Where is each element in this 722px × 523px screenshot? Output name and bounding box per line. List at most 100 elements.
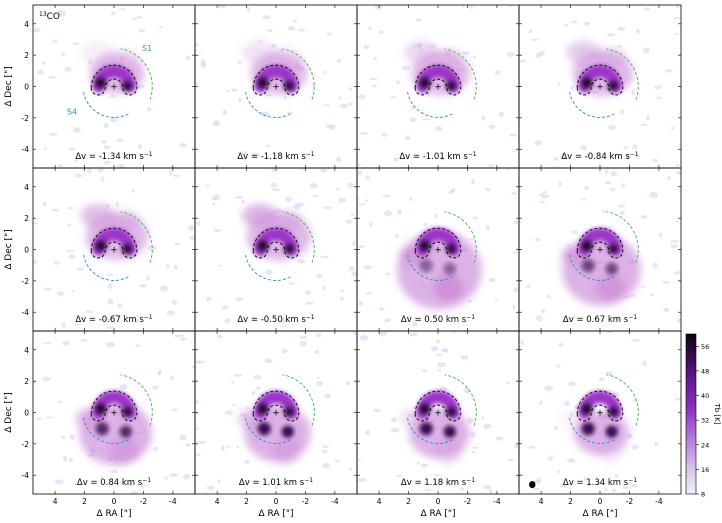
noise-speck (107, 273, 114, 277)
noise-speck (138, 28, 146, 33)
channel-panel: + Δv = -0.84 km s−1 (518, 4, 682, 169)
center-marker: + (110, 246, 118, 256)
noise-speck (675, 32, 679, 35)
noise-speck (378, 30, 384, 35)
y-tick-label: -4 (22, 145, 30, 154)
noise-speck (390, 428, 400, 433)
noise-speck (365, 429, 371, 436)
noise-speck (159, 26, 164, 29)
x-tick-label: -4 (169, 497, 177, 506)
noise-speck (195, 83, 198, 86)
noise-speck (74, 323, 80, 326)
noise-speck (662, 280, 670, 284)
ring-peak (121, 243, 133, 255)
lower-peak (443, 425, 456, 438)
noise-speck (320, 255, 329, 259)
noise-speck (68, 147, 75, 151)
noise-speck (265, 144, 271, 147)
noise-speck (631, 444, 639, 450)
velocity-label: Δv = 1.34 km s−1 (563, 477, 637, 488)
noise-speck (512, 287, 519, 293)
lower-peak (419, 422, 433, 436)
velocity-text: Δv = 1.34 km s (563, 478, 629, 488)
noise-speck (364, 199, 369, 203)
noise-speck (495, 436, 504, 441)
x-tick-label: 4 (53, 497, 58, 506)
noise-speck (218, 5, 227, 9)
noise-speck (363, 44, 370, 49)
colorbar-tick-label: 48 (701, 367, 709, 375)
noise-speck (111, 314, 121, 317)
noise-speck (37, 69, 45, 75)
noise-speck (241, 151, 248, 155)
noise-speck (230, 381, 235, 384)
noise-speck (71, 289, 75, 293)
noise-speck (61, 52, 65, 57)
noise-speck (251, 390, 255, 396)
noise-speck (472, 55, 477, 60)
noise-speck (676, 318, 681, 323)
noise-speck (235, 297, 244, 302)
noise-speck (626, 153, 631, 159)
noise-speck (621, 491, 626, 494)
noise-speck (611, 488, 617, 493)
velocity-label: Δv = 0.84 km s−1 (77, 477, 151, 488)
noise-speck (329, 124, 336, 131)
noise-speck (658, 232, 663, 238)
noise-speck (488, 277, 496, 283)
noise-speck (571, 230, 578, 234)
noise-speck (649, 192, 658, 198)
x-tick-label: 2 (244, 497, 249, 506)
noise-speck (243, 459, 250, 465)
noise-speck (321, 449, 328, 454)
y-tick-label: -2 (22, 114, 30, 123)
noise-speck (570, 20, 578, 24)
x-tick-label: 2 (568, 497, 573, 506)
noise-speck (166, 263, 170, 269)
noise-speck (295, 202, 305, 207)
s1-arc (606, 48, 639, 100)
noise-speck (654, 442, 659, 447)
emission-blob (111, 48, 141, 69)
noise-speck (42, 376, 51, 382)
noise-speck (605, 371, 614, 376)
noise-speck (608, 125, 617, 130)
noise-speck (583, 477, 588, 482)
y-tick-label: 2 (24, 51, 29, 60)
noise-speck (357, 203, 367, 206)
noise-speck (314, 349, 320, 355)
s4-arc (83, 254, 130, 281)
noise-speck (368, 222, 373, 227)
noise-speck (311, 195, 320, 198)
noise-speck (33, 259, 38, 265)
noise-speck (345, 219, 353, 224)
noise-speck (340, 103, 348, 109)
noise-speck (553, 157, 559, 161)
noise-speck (311, 82, 316, 88)
noise-speck (470, 238, 475, 241)
noise-speck (56, 291, 65, 296)
emission-blob (595, 274, 626, 302)
velocity-text: Δv = -1.18 km s (237, 152, 306, 162)
noise-speck (61, 322, 66, 328)
x-tick-label: 0 (598, 497, 603, 506)
s1-arc (606, 374, 639, 426)
noise-speck (596, 481, 603, 486)
noise-speck (304, 301, 314, 305)
noise-speck (544, 385, 554, 391)
noise-speck (412, 321, 418, 327)
center-marker: + (272, 409, 280, 419)
ring-peak (445, 406, 457, 418)
s1-label: S1 (142, 44, 152, 53)
noise-speck (559, 484, 568, 488)
s1-arc (282, 211, 315, 263)
emission-blob (435, 48, 465, 69)
noise-speck (505, 168, 512, 171)
noise-speck (422, 118, 431, 121)
velocity-label: Δv = -1.34 km s−1 (75, 151, 152, 162)
noise-speck (58, 10, 63, 13)
noise-speck (472, 216, 478, 220)
velocity-label: Δv = -0.50 km s−1 (237, 314, 314, 325)
noise-speck (252, 152, 260, 159)
noise-speck (650, 293, 655, 297)
